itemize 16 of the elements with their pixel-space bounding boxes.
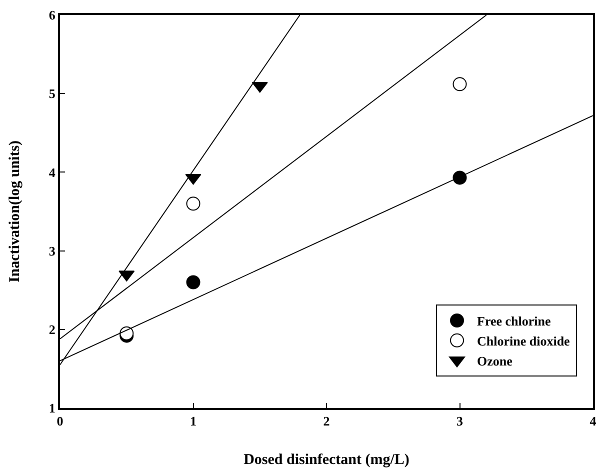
legend-label: Free chlorine [477,314,551,329]
x-tick-label: 3 [456,414,464,429]
x-axis-title: Dosed disinfectant (mg/L) [244,452,410,468]
y-tick-label: 3 [48,243,56,258]
y-tick-label: 1 [48,400,56,416]
y-tick-label: 2 [48,322,56,337]
x-tick-label: 2 [323,414,330,429]
x-tick-label: 0 [56,414,64,429]
y-axis-title: Inactivation(log units) [7,140,23,283]
x-tick-label: 4 [590,414,597,429]
legend-label: Ozone [477,353,513,368]
x-tick-label: 1 [190,414,196,429]
y-tick-label: 5 [48,86,56,102]
y-tick-label: 4 [48,164,56,180]
legend-label: Chlorine dioxide [477,333,570,348]
y-tick-label: 6 [48,8,56,23]
